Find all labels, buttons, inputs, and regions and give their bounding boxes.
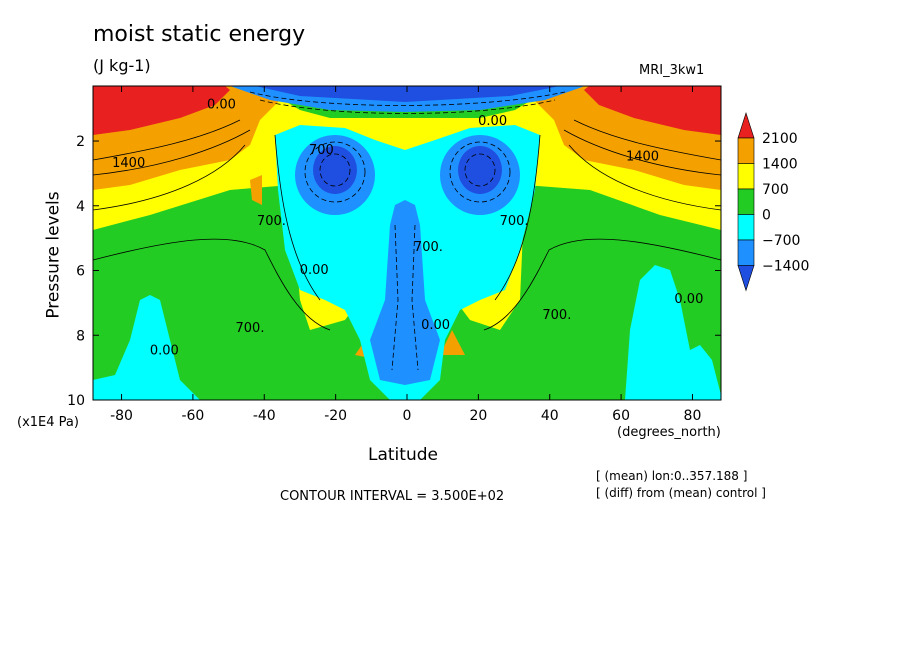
x-tick-label: -80 xyxy=(110,408,133,424)
colorbar-label: −700 xyxy=(762,233,800,249)
contour-label: 0.00 xyxy=(150,344,179,359)
colorbar-swatch xyxy=(737,188,755,215)
colorbar-top-arrow xyxy=(737,112,755,139)
x-axis-unit: (degrees_north) xyxy=(617,425,721,440)
y-tick-label: 2 xyxy=(76,134,85,150)
y-tick-label: 10 xyxy=(67,393,85,409)
contour-label: 0.00 xyxy=(478,114,507,129)
contour-label: 700. xyxy=(257,214,286,229)
y-tick-label: 4 xyxy=(76,199,85,215)
contour-label: 0.00 xyxy=(421,318,450,333)
colorbar: 2100 1400 700 0 −700 −1400 xyxy=(737,112,809,292)
colorbar-bottom-arrow xyxy=(737,265,755,292)
contour-fill xyxy=(93,86,721,400)
contour-label: 1400 xyxy=(112,156,145,171)
x-tick-label: -40 xyxy=(253,408,276,424)
y-tick-label: 8 xyxy=(76,328,85,344)
colorbar-label: −1400 xyxy=(762,259,809,275)
contour-label: 0.00 xyxy=(674,292,703,307)
contour-label: 700 xyxy=(309,143,334,158)
x-tick-label: 80 xyxy=(684,408,702,424)
y-tick-label: 6 xyxy=(76,264,85,280)
x-tick-label: 60 xyxy=(612,408,630,424)
colorbar-label: 700 xyxy=(762,182,789,198)
contour-label: 1400 xyxy=(626,149,659,164)
x-tick-label: 0 xyxy=(403,408,412,424)
y-axis: 2 4 6 8 10 xyxy=(67,134,721,409)
model-name: MRI_3kw1 xyxy=(639,63,705,78)
colorbar-label: 2100 xyxy=(762,131,798,147)
colorbar-swatch xyxy=(737,214,755,241)
contour-label: 700. xyxy=(500,214,529,229)
contour-labels: 1400 1400 700. 700. 700. 700. 700. 700 0.00 0.00 0… xyxy=(112,98,703,359)
colorbar-swatch xyxy=(737,163,755,190)
x-tick-label: 40 xyxy=(541,408,559,424)
y-axis-label: Pressure levels xyxy=(43,191,64,319)
contour-interval: CONTOUR INTERVAL = 3.500E+02 xyxy=(280,489,505,504)
x-tick-label: 20 xyxy=(469,408,487,424)
x-axis: -80 -60 -40 -20 0 20 40 60 80 xyxy=(110,86,701,424)
colorbar-label: 0 xyxy=(762,208,771,224)
contour-label: 700. xyxy=(236,321,265,336)
chart-units: (J kg-1) xyxy=(93,56,151,75)
note-diff: [ (diff) from (mean) control ] xyxy=(596,486,766,500)
colorbar-swatch xyxy=(737,239,755,266)
contour-label: 0.00 xyxy=(300,263,329,278)
x-tick-label: -60 xyxy=(181,408,204,424)
colorbar-label: 1400 xyxy=(762,157,798,173)
x-tick-label: -20 xyxy=(324,408,347,424)
chart-title: moist static energy xyxy=(93,22,306,47)
note-mean: [ (mean) lon:0..357.188 ] xyxy=(596,469,748,483)
contour-label: 700. xyxy=(542,308,571,323)
contour-label: 700. xyxy=(414,240,443,255)
colorbar-swatch xyxy=(737,137,755,164)
x-axis-label: Latitude xyxy=(368,445,438,465)
contour-label: 0.00 xyxy=(207,98,236,113)
y-axis-unit: (x1E4 Pa) xyxy=(17,415,79,430)
